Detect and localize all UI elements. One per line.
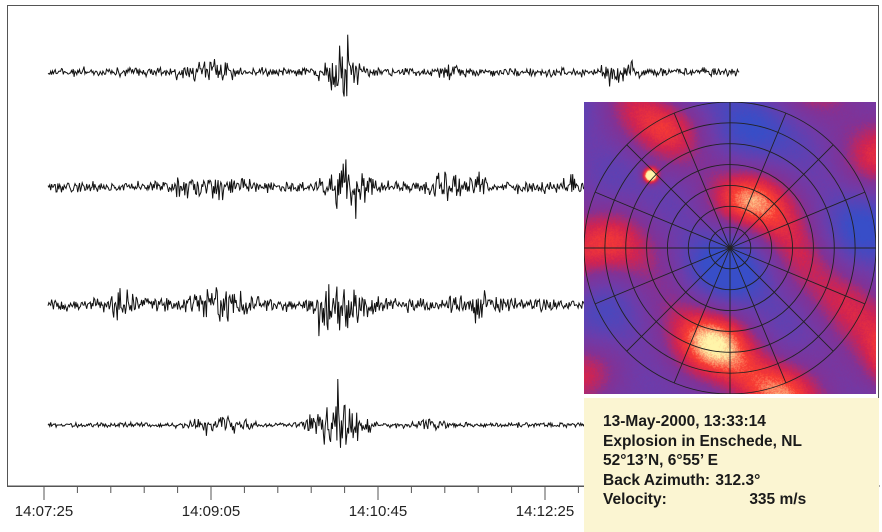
polar-spoke	[626, 144, 731, 249]
velocity-value: 335 m/s	[749, 491, 807, 508]
seismogram-trace-2	[47, 159, 591, 219]
azimuth-row: Back Azimuth: 312.3°	[603, 471, 879, 491]
velocity-label: Velocity:	[603, 491, 667, 508]
polar-spoke	[594, 191, 731, 249]
polar-spoke	[594, 247, 731, 305]
polar-spoke	[673, 247, 731, 384]
azimuth-label: Back Azimuth:	[603, 471, 711, 489]
event-date: 13-May-2000, 13:33:14	[603, 413, 766, 430]
velocity-row: Velocity: 335 m/s	[603, 490, 879, 510]
seismogram-trace-3	[47, 284, 590, 337]
seismogram-trace-1	[47, 34, 740, 97]
time-tick-label: 14:07:25	[14, 503, 74, 520]
polar-spoke	[729, 144, 834, 249]
time-tick-label: 14:10:45	[348, 503, 408, 520]
polar-spoke	[626, 247, 731, 352]
event-description: Explosion in Enschede, NL	[603, 432, 802, 450]
polar-grid	[584, 102, 876, 394]
event-info-box: 13-May-2000, 13:33:14 Explosion in Ensch…	[584, 398, 879, 532]
polar-spoke	[729, 247, 866, 305]
seismogram-trace-4	[47, 378, 590, 448]
event-coordinates: 52°13’N, 6°55’ E	[603, 452, 718, 469]
slowness-polar-map	[584, 102, 876, 394]
time-tick-label: 14:09:05	[181, 503, 241, 520]
polar-spoke	[729, 247, 787, 384]
azimuth-value: 312.3°	[715, 471, 761, 489]
polar-spoke	[673, 112, 731, 249]
polar-spoke	[729, 112, 787, 249]
polar-spoke	[729, 191, 866, 249]
polar-spoke	[729, 247, 834, 352]
time-tick-label: 14:12:25	[515, 503, 575, 520]
